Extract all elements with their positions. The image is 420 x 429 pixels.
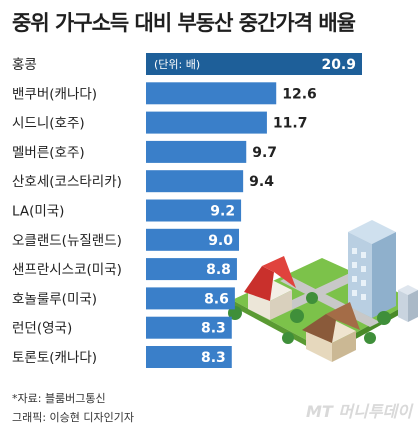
value-label: 8.3 bbox=[201, 350, 226, 366]
value-label: 8.8 bbox=[206, 262, 231, 278]
value-label: 11.7 bbox=[273, 116, 308, 132]
graphic-credit: 그래픽: 이승현 디자인기자 bbox=[12, 411, 135, 424]
value-label: 9.4 bbox=[249, 174, 274, 190]
category-label: 시드니(호주) bbox=[12, 116, 85, 132]
bar bbox=[146, 82, 277, 105]
category-label: 멜버른(호주) bbox=[12, 145, 85, 161]
category-label: LA(미국) bbox=[12, 204, 64, 220]
unit-label: (단위: 배) bbox=[154, 58, 200, 71]
value-label: 8.3 bbox=[201, 321, 226, 337]
category-label: 샌프란시스코(미국) bbox=[12, 262, 122, 278]
value-label: 8.6 bbox=[204, 291, 229, 307]
value-label: 12.6 bbox=[282, 86, 317, 102]
category-label: 오클랜드(뉴질랜드) bbox=[12, 233, 122, 249]
value-label: 9.2 bbox=[210, 204, 235, 220]
value-label: 9.7 bbox=[252, 145, 277, 161]
value-label: 9.0 bbox=[208, 233, 233, 249]
chart-title: 중위 가구소득 대비 부동산 중간가격 배율 bbox=[12, 11, 356, 35]
source-note: *자료: 블룸버그통신 bbox=[12, 392, 106, 405]
category-label: 산호세(코스타리카) bbox=[12, 174, 122, 190]
publisher-logo: MT 머니투데이 bbox=[305, 402, 412, 421]
bar bbox=[146, 228, 240, 251]
bar bbox=[146, 287, 235, 310]
category-label: 밴쿠버(캐나다) bbox=[12, 86, 97, 102]
bar bbox=[146, 53, 362, 75]
bar bbox=[146, 170, 244, 193]
bar bbox=[146, 199, 242, 222]
category-label: 홍콩 bbox=[12, 57, 37, 73]
category-label: 런던(영국) bbox=[12, 321, 72, 337]
bar bbox=[146, 346, 232, 368]
bar bbox=[146, 316, 232, 339]
category-label: 토론토(캐나다) bbox=[12, 350, 97, 366]
bar bbox=[146, 140, 247, 163]
category-label: 호놀룰루(미국) bbox=[12, 291, 97, 307]
bar bbox=[146, 258, 237, 281]
value-label: 20.9 bbox=[321, 57, 356, 73]
city-illustration bbox=[228, 220, 418, 362]
bar bbox=[146, 111, 267, 134]
